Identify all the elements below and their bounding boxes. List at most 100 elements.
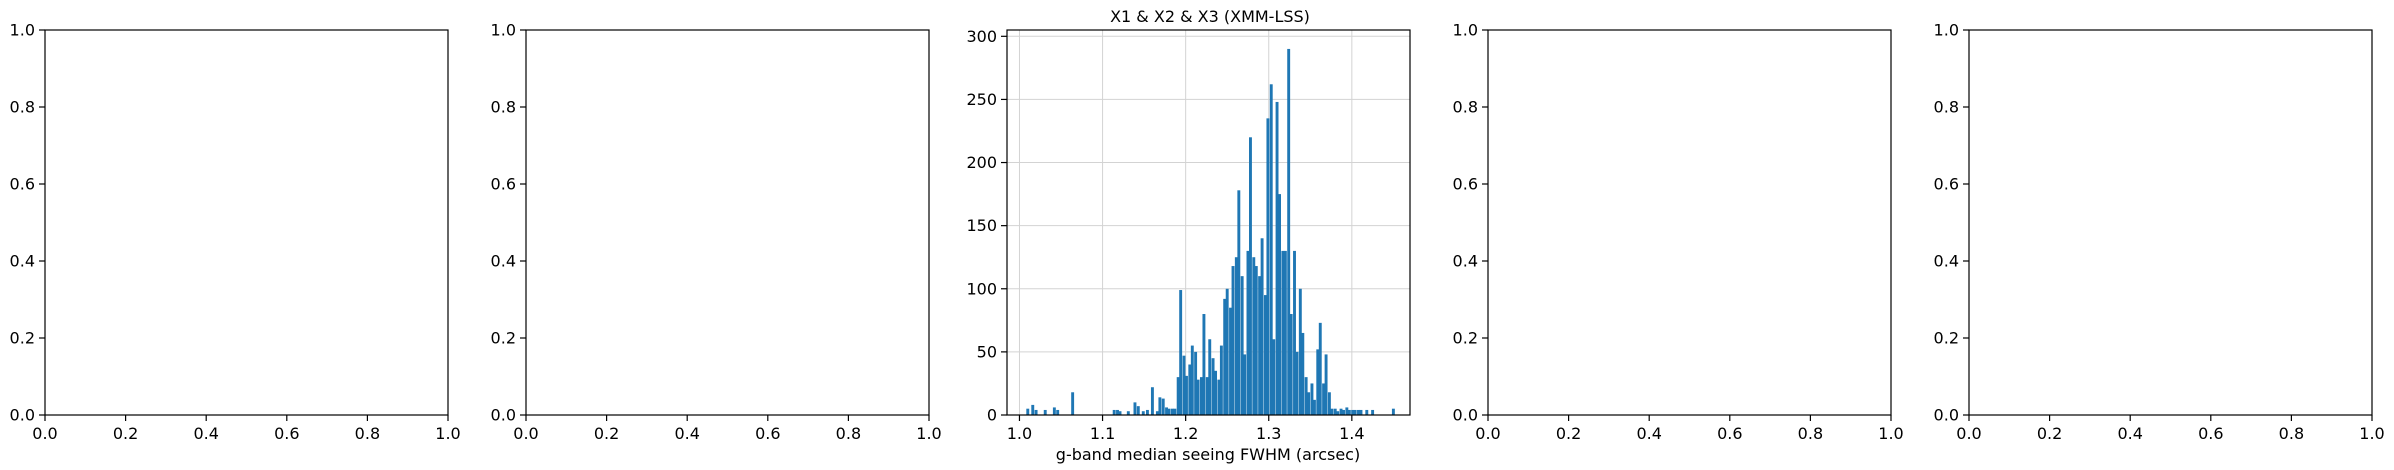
y-tick-label: 0.8 bbox=[491, 98, 516, 117]
histogram-bar bbox=[1118, 411, 1122, 415]
y-tick-group: 0.0 0.2 0.4 0.6 0.8 1.0 bbox=[1453, 21, 1488, 425]
histogram-bar bbox=[1330, 408, 1334, 415]
histogram-bar bbox=[1141, 411, 1145, 415]
x-tick-label: 0.6 bbox=[2198, 424, 2223, 443]
y-tick-label: 0.4 bbox=[10, 252, 35, 271]
histogram-bar bbox=[1173, 408, 1177, 415]
y-tick-label: 1.0 bbox=[1934, 21, 1959, 40]
x-tick-label: 0.8 bbox=[355, 424, 380, 443]
x-tick-label: 0.0 bbox=[513, 424, 538, 443]
histogram-bar bbox=[1056, 409, 1060, 415]
x-tick-label: 0.4 bbox=[1636, 424, 1661, 443]
histogram-bar bbox=[1342, 409, 1345, 415]
histogram-bar bbox=[1150, 387, 1154, 415]
x-tick-label: 0.4 bbox=[674, 424, 699, 443]
x-tick-label: 1.0 bbox=[916, 424, 941, 443]
histogram-bar bbox=[1217, 379, 1221, 415]
histogram-bar bbox=[1223, 298, 1227, 415]
histogram-bar bbox=[1237, 190, 1241, 415]
x-tick-label: 0.2 bbox=[1556, 424, 1581, 443]
x-tick-group: 0.0 0.2 0.4 0.6 0.8 1.0 bbox=[32, 415, 461, 443]
y-tick-label: 0.4 bbox=[491, 252, 516, 271]
histogram-bar bbox=[1353, 409, 1357, 415]
histogram-bar bbox=[1126, 411, 1130, 415]
histogram-bar bbox=[1034, 409, 1038, 415]
histogram-bar bbox=[1116, 409, 1119, 415]
x-tick-label: 1.1 bbox=[1090, 424, 1115, 443]
y-tick-label: 0.2 bbox=[1934, 329, 1959, 348]
y-tick-label: 0.8 bbox=[1453, 98, 1478, 117]
y-tick-label: 0 bbox=[987, 406, 997, 425]
x-tick-label: 0.6 bbox=[274, 424, 299, 443]
histogram-bar bbox=[1351, 409, 1355, 415]
histogram-bar bbox=[1225, 288, 1229, 415]
x-tick-label: 0.0 bbox=[1475, 424, 1500, 443]
histogram-bar bbox=[1246, 250, 1250, 415]
histogram-bar bbox=[1167, 408, 1171, 415]
x-tick-label: 0.0 bbox=[1956, 424, 1981, 443]
x-tick-label: 0.4 bbox=[2117, 424, 2142, 443]
histogram-bar bbox=[1263, 295, 1267, 415]
x-tick-label: 1.0 bbox=[435, 424, 460, 443]
histogram-bar bbox=[1371, 409, 1375, 415]
x-tick-label: 0.0 bbox=[32, 424, 57, 443]
histogram-bar bbox=[1240, 276, 1244, 415]
x-tick-label: 1.3 bbox=[1256, 424, 1281, 443]
x-tick-label: 0.4 bbox=[193, 424, 218, 443]
x-tick-label: 1.0 bbox=[1878, 424, 1903, 443]
y-tick-label: 50 bbox=[977, 342, 997, 361]
histogram-bar bbox=[1324, 354, 1328, 415]
histogram-bar bbox=[1133, 402, 1137, 415]
histogram-bar bbox=[1179, 290, 1183, 415]
histogram-bar bbox=[1357, 409, 1360, 415]
histogram-bar bbox=[1155, 411, 1159, 415]
histogram-bar bbox=[1266, 118, 1270, 415]
histogram-bar bbox=[1185, 375, 1188, 415]
histogram-bar bbox=[1333, 408, 1337, 415]
histogram-bar bbox=[1339, 408, 1343, 415]
y-tick-label: 0.4 bbox=[1934, 252, 1959, 271]
histogram-bar bbox=[1112, 409, 1116, 415]
histogram-bar bbox=[1254, 266, 1258, 415]
y-tick-label: 0.2 bbox=[10, 329, 35, 348]
histogram-bar bbox=[1289, 314, 1293, 415]
x-tick-label: 1.0 bbox=[1007, 424, 1032, 443]
subplot-5: 0.0 0.2 0.4 0.6 0.8 1.0 0.0 0.2 0.4 0.6 0.8 1.0 bbox=[1934, 21, 2385, 444]
histogram-bar bbox=[1219, 345, 1223, 415]
axes-frame bbox=[44, 29, 449, 416]
histogram-bar bbox=[1194, 351, 1198, 415]
histogram-bar bbox=[1182, 355, 1186, 415]
y-tick-label: 0.2 bbox=[1453, 329, 1478, 348]
histogram-bars bbox=[1026, 48, 1395, 416]
histogram-bar bbox=[1176, 377, 1180, 415]
histogram-bar bbox=[1359, 409, 1363, 415]
histogram-bar bbox=[1165, 407, 1168, 415]
histogram-bar bbox=[1231, 266, 1235, 415]
y-tick-label: 0.4 bbox=[1453, 252, 1478, 271]
histogram-bar bbox=[1365, 409, 1369, 415]
histogram-bar bbox=[1345, 407, 1349, 415]
histogram-bar bbox=[1196, 379, 1200, 415]
histogram-bar bbox=[1301, 332, 1305, 415]
histogram-bar bbox=[1214, 370, 1218, 415]
histogram-bar bbox=[1336, 411, 1340, 415]
x-tick-label: 1.0 bbox=[2359, 424, 2384, 443]
x-tick-group: 0.0 0.2 0.4 0.6 0.8 1.0 bbox=[513, 415, 942, 443]
histogram-bar bbox=[1136, 406, 1140, 415]
x-tick-label: 0.2 bbox=[2037, 424, 2062, 443]
histogram-bar bbox=[1234, 257, 1238, 415]
histogram-bar bbox=[1283, 250, 1287, 415]
subplot-2: 0.0 0.2 0.4 0.6 0.8 1.0 0.0 0.2 0.4 0.6 0.8 1.0 bbox=[491, 21, 942, 444]
y-tick-label: 0.6 bbox=[491, 175, 516, 194]
x-tick-group: 1.0 1.1 1.2 1.3 1.4 bbox=[1007, 415, 1365, 443]
histogram-bar bbox=[1307, 392, 1311, 415]
axes-frame bbox=[1487, 29, 1892, 416]
y-tick-label: 1.0 bbox=[1453, 21, 1478, 40]
y-tick-label: 0.0 bbox=[1934, 406, 1959, 425]
y-tick-label: 100 bbox=[966, 279, 997, 298]
histogram-bar bbox=[1145, 409, 1149, 415]
histogram-bar bbox=[1316, 349, 1320, 415]
histogram-bar bbox=[1190, 345, 1194, 415]
x-tick-label: 0.6 bbox=[755, 424, 780, 443]
histogram-bar bbox=[1293, 250, 1296, 415]
